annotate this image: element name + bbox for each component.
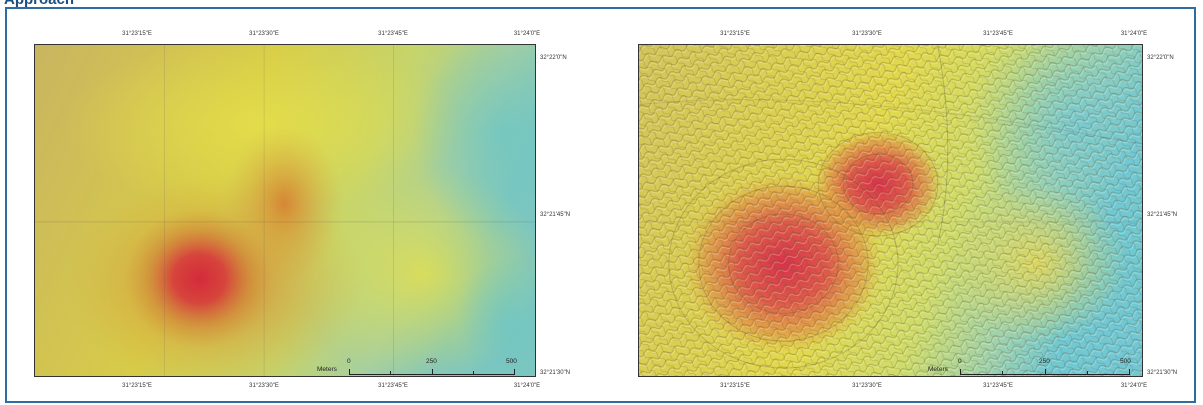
left-scale-label-0: 0	[347, 358, 351, 365]
left-scale-label-500: 500	[506, 358, 517, 365]
left-scale-tick-1	[390, 371, 391, 375]
left-bottom-tick-2: 31°23'30"E	[249, 383, 279, 389]
right-scale-label-500: 500	[1120, 358, 1131, 365]
left-top-tick-4: 31°24'0"E	[513, 31, 541, 37]
right-top-tick-1: 31°23'15"E	[720, 31, 750, 37]
right-scale-label-0: 0	[958, 358, 962, 365]
right-scale-unit: Meters	[928, 366, 948, 373]
left-top-tick-2: 31°23'30"E	[249, 31, 279, 37]
left-top-tick-3: 31°23'45"E	[378, 31, 408, 37]
right-map-image[interactable]	[638, 44, 1143, 377]
right-bottom-tick-4: 31°24'0"E	[1120, 383, 1148, 389]
left-bottom-tick-3: 31°23'45"E	[378, 383, 408, 389]
left-map-panel: 31°23'15"E 31°23'30"E 31°23'45"E 31°24'0…	[7, 9, 602, 401]
right-bottom-tick-2: 31°23'30"E	[852, 383, 882, 389]
right-right-tick-1: 32°22'0"N	[1147, 55, 1174, 61]
left-scale-bar: Meters 0 250 500	[317, 358, 527, 379]
right-right-tick-3: 32°21'30"N	[1147, 370, 1178, 376]
left-bottom-tick-4: 31°24'0"E	[513, 383, 541, 389]
right-scale-tick-4	[1129, 369, 1130, 375]
left-scale-tick-4	[514, 369, 515, 375]
right-top-tick-4: 31°24'0"E	[1120, 31, 1148, 37]
left-bottom-tick-1: 31°23'15"E	[122, 383, 152, 389]
right-right-tick-2: 32°21'45"N	[1147, 212, 1178, 218]
right-scale-tick-2	[1045, 369, 1046, 375]
left-right-tick-3: 32°21'30"N	[540, 370, 571, 376]
left-scale-tick-0	[349, 369, 350, 375]
left-scale-unit: Meters	[317, 366, 337, 373]
left-scale-label-250: 250	[426, 358, 437, 365]
left-scale-tick-2	[432, 369, 433, 375]
right-scale-bar: Meters 0 250 500	[928, 358, 1138, 379]
right-top-tick-2: 31°23'30"E	[852, 31, 882, 37]
left-right-tick-1: 32°22'0"N	[540, 55, 567, 61]
right-bottom-tick-1: 31°23'15"E	[720, 383, 750, 389]
left-map-image[interactable]	[34, 44, 536, 377]
left-right-tick-2: 32°21'45"N	[540, 212, 571, 218]
right-map-panel: 31°23'15"E 31°23'30"E 31°23'45"E 31°24'0…	[610, 9, 1194, 401]
hillshade-elevation-raster	[639, 45, 1142, 376]
right-top-tick-3: 31°23'45"E	[983, 31, 1013, 37]
right-scale-tick-1	[1002, 371, 1003, 375]
figure-frame: 31°23'15"E 31°23'30"E 31°23'45"E 31°24'0…	[5, 7, 1196, 403]
smooth-elevation-raster	[35, 45, 535, 376]
right-scale-tick-0	[960, 369, 961, 375]
figure-caption: Approach	[4, 0, 74, 8]
left-scale-tick-3	[473, 371, 474, 375]
right-scale-label-250: 250	[1039, 358, 1050, 365]
left-top-tick-1: 31°23'15"E	[122, 31, 152, 37]
right-bottom-tick-3: 31°23'45"E	[983, 383, 1013, 389]
right-scale-tick-3	[1087, 371, 1088, 375]
